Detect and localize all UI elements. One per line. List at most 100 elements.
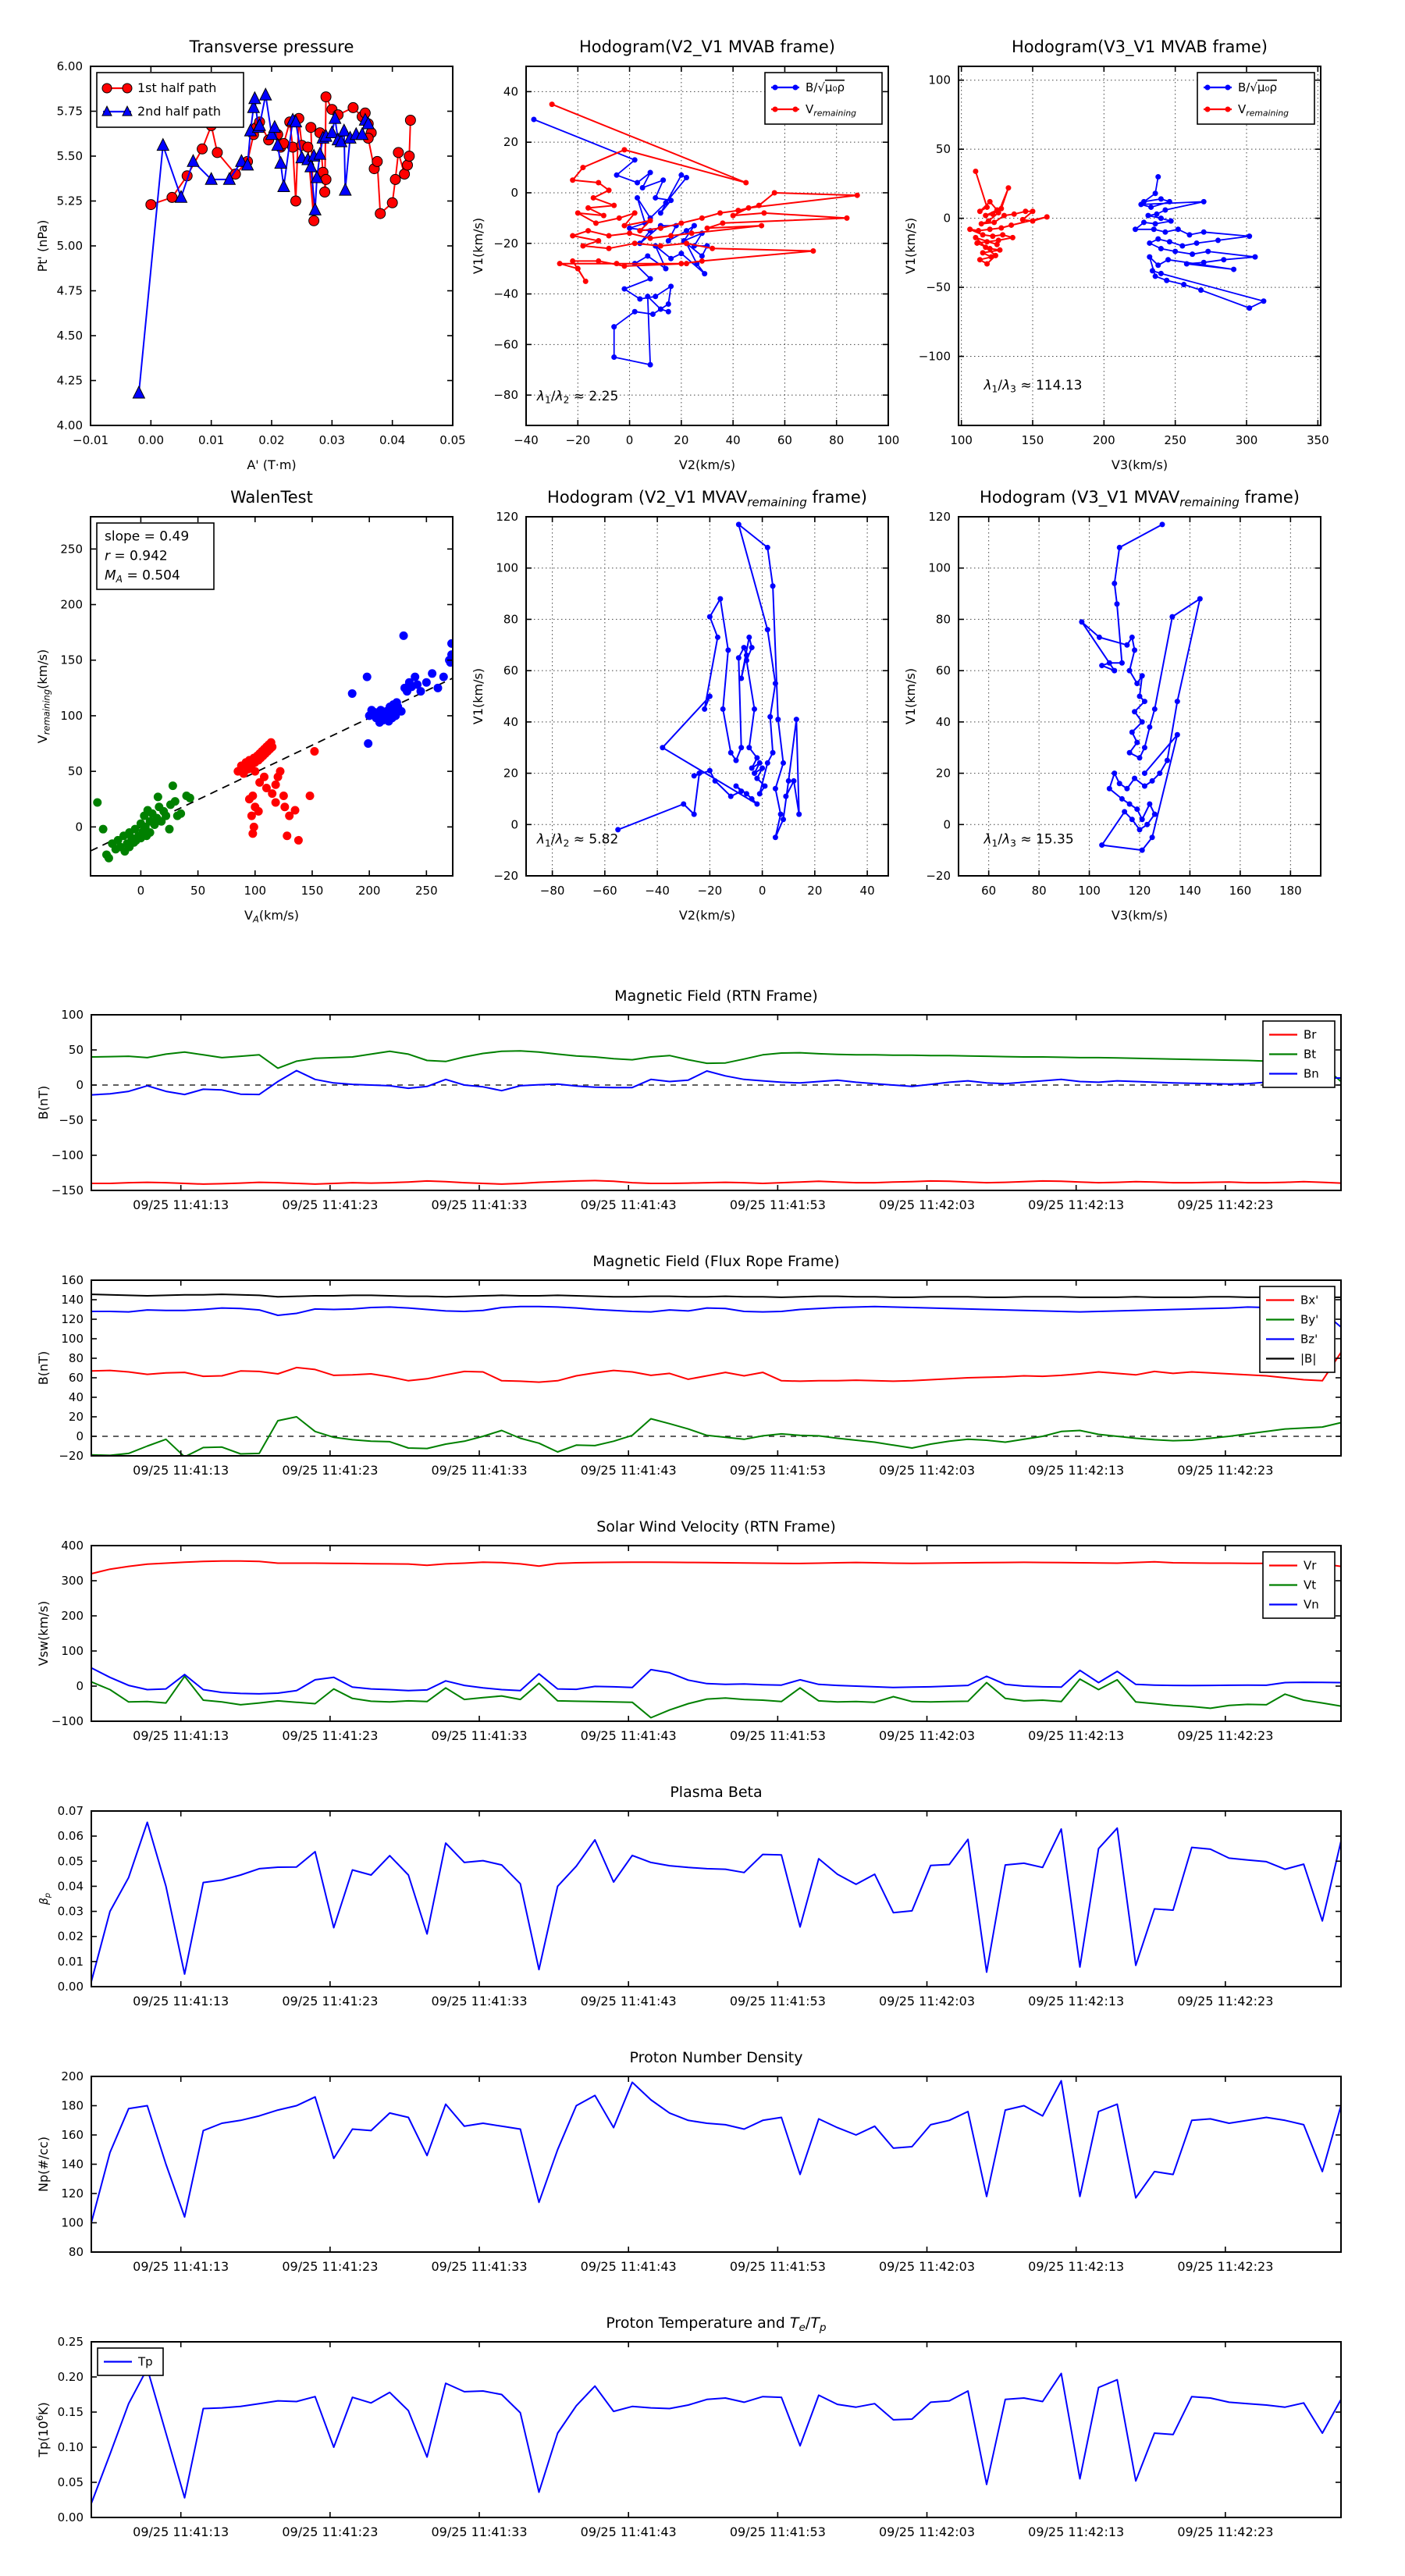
chart-canvas-h21: −40 −20 0 20 40 60 80 100 −80 −60 −40 −20 0 20 40 Hodog… — [471, 37, 899, 472]
chart-title: Solar Wind Velocity (RTN Frame) — [596, 1518, 836, 1535]
x-tick-label: 09/25 11:42:03 — [879, 1994, 975, 2008]
series-bn — [91, 1069, 1341, 1096]
y-tick-label: −50 — [59, 1113, 84, 1127]
legend-label: Vn — [1304, 1598, 1319, 1612]
series-bt — [91, 1050, 1341, 1083]
y-tick-label: 200 — [60, 598, 83, 612]
plot-hodogram-v3v1-mvab: 100 150 200 250 300 350 −100 −50 0 50 100 Hodogram(… — [884, 12, 1336, 492]
x-tick-label: 09/25 11:42:23 — [1177, 1994, 1273, 2008]
axes-box — [91, 1014, 1342, 1191]
series-b-sqrt-mu0-rho- — [531, 116, 710, 368]
y-tick-label: 0.20 — [58, 2370, 84, 2384]
axis-ticks — [91, 1810, 1341, 1987]
x-tick-label: 200 — [358, 884, 381, 898]
series-v-remaining — [549, 101, 860, 284]
legend-label: By' — [1300, 1313, 1318, 1327]
y-tick-label: 0.25 — [58, 2335, 84, 2349]
axis-ticks — [526, 516, 888, 877]
plot-magnetic-field-rtn: 09/25 11:41:13 09/25 11:41:23 09/25 11:41:… — [16, 968, 1389, 1233]
y-tick-label: 120 — [496, 510, 518, 524]
x-tick-label: 120 — [1129, 884, 1151, 898]
y-tick-label: 80 — [69, 1351, 84, 1365]
x-tick-label: 20 — [674, 433, 688, 447]
x-axis-label: V2(km/s) — [679, 457, 735, 472]
axis-ticks — [90, 66, 454, 426]
y-tick-label: 5.50 — [57, 149, 83, 163]
x-tick-label: 09/25 11:42:23 — [1177, 1197, 1273, 1212]
x-tick-label: 09/25 11:41:53 — [730, 1463, 826, 1478]
x-tick-label: 09/25 11:42:13 — [1028, 2259, 1124, 2274]
x-tick-label: 80 — [1032, 884, 1047, 898]
chart-title: Hodogram (V3_V1 MVAVremaining frame) — [980, 488, 1300, 510]
y-tick-label: 80 — [503, 612, 518, 626]
x-axis-label: V2(km/s) — [679, 908, 735, 923]
y-tick-label: 0.06 — [58, 1829, 84, 1843]
chart-title: Transverse pressure — [189, 37, 354, 56]
y-tick-label: 4.50 — [57, 329, 83, 343]
axis-ticks — [91, 2341, 1341, 2518]
x-axis-label: V3(km/s) — [1112, 908, 1168, 923]
series-inbound — [93, 781, 194, 863]
plot-transverse-pressure: −0.01 0.00 0.01 0.02 0.03 0.04 0.05 4.00 4.25 4.5… — [16, 12, 468, 492]
x-tick-label: 0.04 — [379, 433, 405, 447]
y-tick-label: 20 — [503, 767, 518, 781]
legend-label: B/√μ₀ρ — [1238, 80, 1277, 94]
y-tick-label: 5.00 — [57, 239, 83, 253]
y-axis-label: V1(km/s) — [903, 668, 918, 724]
x-tick-label: 09/25 11:41:33 — [431, 2259, 527, 2274]
x-tick-label: 09/25 11:41:33 — [431, 1463, 527, 1478]
x-tick-label: 09/25 11:42:13 — [1028, 1994, 1124, 2008]
chart-canvas-tp: 09/25 11:41:13 09/25 11:41:23 09/25 11:41:… — [34, 2314, 1342, 2539]
x-tick-label: 0 — [626, 433, 634, 447]
chart-title: Magnetic Field (Flux Rope Frame) — [592, 1253, 839, 1270]
x-tick-label: 09/25 11:41:43 — [581, 1728, 677, 1743]
y-tick-label: 20 — [69, 1410, 84, 1424]
y-tick-label: 0.05 — [58, 1854, 84, 1868]
x-tick-label: 0.05 — [439, 433, 465, 447]
y-tick-label: 180 — [61, 2099, 84, 2113]
y-tick-label: −20 — [59, 1449, 84, 1463]
x-tick-label: 09/25 11:42:23 — [1177, 1728, 1273, 1743]
axis-ticks — [91, 2076, 1341, 2253]
legend: Bx' By' Bz' |B| — [1259, 1286, 1336, 1373]
y-tick-label: 4.25 — [57, 374, 83, 388]
y-tick-label: 0 — [76, 1078, 84, 1092]
y-tick-label: 0.10 — [58, 2440, 84, 2454]
x-tick-label: 150 — [301, 884, 324, 898]
axis-ticks — [91, 1279, 1341, 1457]
y-tick-label: 0.00 — [58, 2510, 84, 2524]
y-tick-label: −20 — [493, 237, 518, 251]
x-tick-label: 100 — [950, 433, 973, 447]
y-tick-label: 80 — [936, 612, 951, 626]
x-tick-label: 0 — [137, 884, 145, 898]
legend-label: Vt — [1304, 1578, 1316, 1592]
axis-ticks — [91, 517, 453, 876]
y-tick-label: −100 — [919, 350, 951, 364]
eigenvalue-annotation: λ1/λ2 ≈ 5.82 — [536, 832, 618, 849]
x-tick-label: 09/25 11:41:43 — [581, 1994, 677, 2008]
y-tick-label: 100 — [61, 2216, 84, 2230]
y-tick-label: −100 — [52, 1714, 84, 1728]
y-tick-label: 0 — [76, 1679, 84, 1693]
y-tick-label: 60 — [69, 1371, 84, 1385]
y-tick-label: 120 — [61, 1312, 84, 1326]
x-tick-label: 09/25 11:41:43 — [581, 2259, 677, 2274]
x-tick-label: 09/25 11:42:13 — [1028, 1728, 1124, 1743]
plot-plasma-beta: 09/25 11:41:13 09/25 11:41:23 09/25 11:41:… — [16, 1764, 1389, 2030]
x-tick-label: 09/25 11:41:53 — [730, 1994, 826, 2008]
series-bx- — [91, 1351, 1341, 1383]
y-tick-label: 0 — [76, 1429, 84, 1443]
chart-title: Hodogram (V2_V1 MVAVremaining frame) — [547, 488, 867, 510]
x-tick-label: 09/25 11:41:13 — [133, 1197, 229, 1212]
legend-label: Bx' — [1300, 1293, 1318, 1308]
legend-label: Bn — [1304, 1067, 1319, 1081]
legend: Tp — [97, 2347, 164, 2376]
y-tick-label: 0.01 — [58, 1955, 84, 1969]
y-tick-label: 120 — [61, 2186, 84, 2201]
legend-label: 2nd half path — [137, 104, 221, 119]
x-tick-label: 200 — [1093, 433, 1115, 447]
y-tick-label: 4.75 — [57, 284, 83, 298]
legend-label: r = 0.942 — [105, 549, 168, 564]
chart-canvas-h22: −80 −60 −40 −20 0 20 40 −20 0 20 40 60 80 100 120 Hodog… — [471, 488, 889, 923]
